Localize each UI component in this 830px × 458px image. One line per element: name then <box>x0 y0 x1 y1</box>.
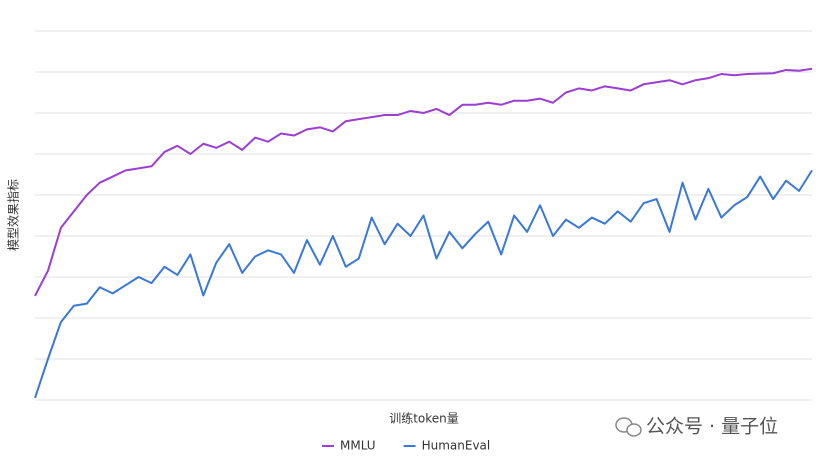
line-series <box>34 67 813 297</box>
line-series <box>34 169 813 399</box>
watermark-text: 公众号 · 量子位 <box>646 416 778 438</box>
legend-label: HumanEval <box>422 439 491 453</box>
legend-label: MMLU <box>340 439 376 453</box>
legend: MMLU HumanEval <box>322 439 490 453</box>
watermark: 公众号 · 量子位 <box>615 416 778 438</box>
watermark-icon <box>626 423 642 437</box>
x-axis-label: 训练token量 <box>389 411 459 426</box>
y-axis-label: 模型效果指标 <box>6 179 21 251</box>
